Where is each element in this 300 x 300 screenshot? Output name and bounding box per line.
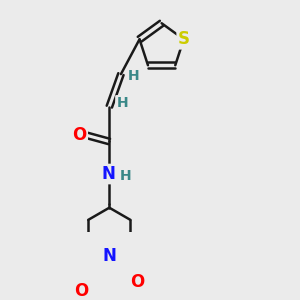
Text: O: O bbox=[73, 125, 87, 143]
Text: H: H bbox=[120, 169, 131, 183]
Text: H: H bbox=[116, 96, 128, 110]
Text: N: N bbox=[102, 248, 116, 266]
Text: N: N bbox=[101, 165, 115, 183]
Text: O: O bbox=[74, 282, 88, 300]
Text: O: O bbox=[130, 273, 144, 291]
Text: H: H bbox=[128, 70, 140, 83]
Text: S: S bbox=[178, 30, 190, 48]
